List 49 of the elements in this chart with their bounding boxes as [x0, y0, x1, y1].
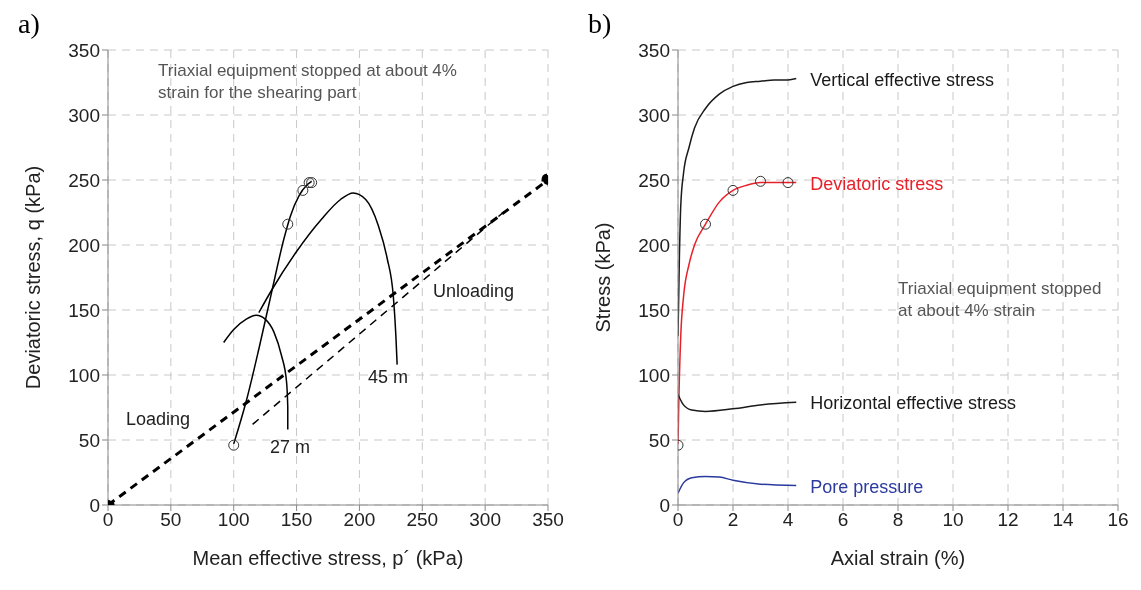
y-axis-title: Deviatoric stress, q (kPa)	[22, 165, 45, 390]
series-label: Pore pressure	[810, 476, 924, 497]
y-tick-label: 200	[68, 234, 100, 256]
x-axis-title: Axial strain (%)	[830, 547, 966, 569]
x-tick-label: 300	[469, 509, 501, 531]
x-tick-label: 4	[782, 509, 794, 531]
y-tick-label: 200	[638, 234, 670, 256]
y-tick-label: 250	[68, 169, 100, 191]
chart-title: a)	[17, 8, 41, 40]
y-tick-label: 50	[78, 429, 100, 451]
y-tick-label: 0	[659, 494, 670, 516]
y-tick-label: 150	[68, 299, 100, 321]
x-tick-label: 150	[280, 509, 313, 531]
y-tick-label: 0	[89, 494, 100, 516]
x-tick-label: 50	[160, 509, 182, 531]
x-tick-label: 12	[997, 509, 1019, 531]
x-tick-label: 14	[1052, 509, 1074, 531]
y-tick-label: 250	[638, 169, 670, 191]
x-tick-label: 16	[1107, 509, 1129, 531]
annotation: 45 m	[368, 366, 409, 388]
chart-title: b)	[587, 8, 613, 40]
series-label: Horizontal effective stress	[810, 393, 1017, 414]
x-tick-label: 100	[217, 509, 250, 531]
annotation: Triaxial equipment stopped at about 4% strain	[898, 278, 1103, 322]
y-tick-label: 350	[68, 39, 100, 61]
x-tick-label: 2	[727, 509, 739, 531]
x-tick-label: 10	[942, 509, 964, 531]
annotation: Triaxial equipment stopped at about 4% strain for the shearing part	[158, 60, 458, 104]
x-tick-label: 200	[343, 509, 376, 531]
x-tick-label: 0	[102, 509, 114, 531]
series-label: Vertical effective stress	[810, 69, 994, 90]
annotation: Unloading	[433, 280, 515, 302]
x-axis-title: Mean effective stress, p´ (kPa)	[192, 547, 464, 569]
x-tick-label: 0	[672, 509, 684, 531]
y-tick-label: 100	[68, 364, 100, 386]
y-tick-label: 300	[638, 104, 670, 126]
y-axis-title: Stress (kPa)	[592, 222, 615, 333]
x-tick-label: 8	[892, 509, 904, 531]
x-tick-label: 6	[837, 509, 849, 531]
annotation: Loading	[126, 408, 191, 430]
y-tick-label: 300	[68, 104, 100, 126]
y-tick-label: 350	[638, 39, 670, 61]
annotation: 27 m	[270, 436, 311, 458]
x-tick-label: 350	[532, 509, 564, 531]
y-tick-label: 150	[638, 299, 670, 321]
x-tick-label: 250	[406, 509, 439, 531]
y-tick-label: 100	[638, 364, 670, 386]
y-tick-label: 50	[648, 429, 670, 451]
series-label: Deviatoric stress	[810, 173, 944, 194]
